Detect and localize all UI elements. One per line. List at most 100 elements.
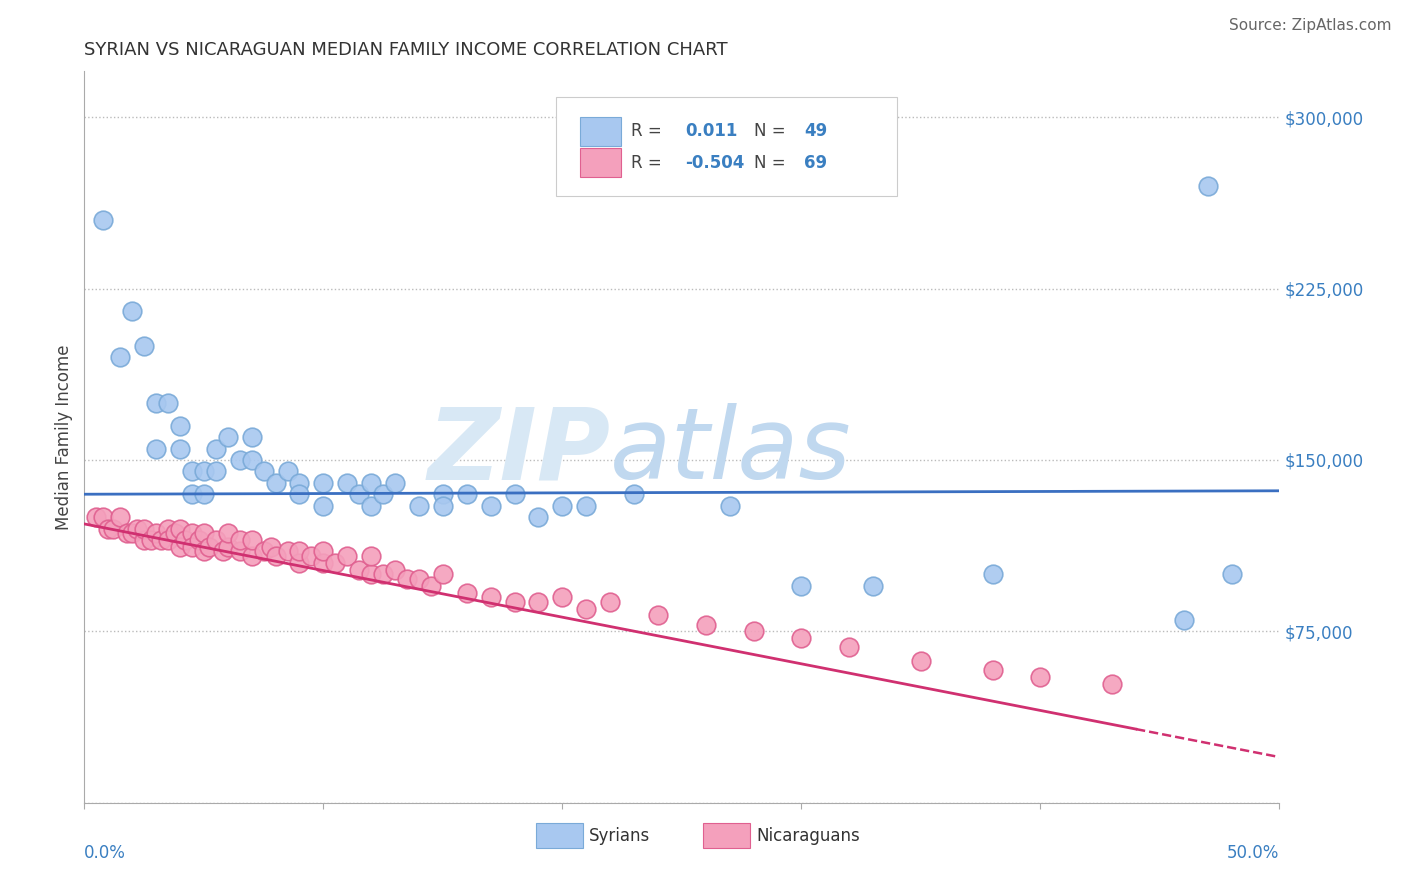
Point [132,533,156,547]
Point [229,453,252,467]
FancyBboxPatch shape [581,148,621,178]
Point [479,590,502,604]
Text: atlas: atlas [610,403,852,500]
Point [181,540,204,554]
Point [1220,567,1243,582]
Point [479,499,502,513]
Point [181,464,204,478]
Point [193,544,215,558]
Point [149,533,172,547]
Point [599,594,621,608]
Point [229,544,252,558]
Point [93,213,115,227]
Point [838,640,860,655]
Point [145,442,167,456]
Point [217,430,239,444]
Point [125,521,148,535]
Point [910,654,932,668]
Point [97,521,120,535]
Point [110,350,132,364]
Point [790,632,813,646]
Point [193,487,215,501]
FancyBboxPatch shape [581,117,621,146]
Point [110,510,132,524]
Point [288,475,311,490]
Point [301,549,323,563]
Point [264,549,287,563]
Point [205,464,228,478]
Point [181,487,204,501]
Point [420,579,443,593]
Point [408,499,430,513]
FancyBboxPatch shape [536,823,582,848]
Point [790,579,813,593]
Text: -0.504: -0.504 [686,153,745,172]
Text: R =: R = [630,153,661,172]
Point [551,590,574,604]
Point [253,464,276,478]
Point [229,533,252,547]
Point [1101,677,1123,691]
Text: 69: 69 [804,153,827,172]
Point [551,499,574,513]
Point [157,396,180,410]
Point [288,544,311,558]
Text: ZIP: ZIP [427,403,610,500]
Point [240,453,263,467]
Point [432,567,454,582]
Point [396,572,419,586]
Point [432,487,454,501]
Point [360,499,382,513]
Point [205,442,228,456]
Point [165,526,187,541]
Point [145,396,167,410]
Point [981,567,1004,582]
Point [193,464,215,478]
Point [93,510,115,524]
Text: Syrians: Syrians [589,827,650,845]
Point [169,442,191,456]
Point [173,533,195,547]
Point [718,499,741,513]
Point [384,563,406,577]
Text: N =: N = [754,122,785,140]
Text: Source: ZipAtlas.com: Source: ZipAtlas.com [1229,18,1392,33]
Point [360,475,382,490]
Point [86,510,108,524]
Point [981,663,1004,677]
Point [288,487,311,501]
Point [217,526,239,541]
Text: 0.011: 0.011 [686,122,738,140]
Point [132,338,156,352]
Point [1029,670,1052,684]
Text: 49: 49 [804,122,827,140]
Point [312,556,335,570]
Point [117,526,139,541]
Point [503,487,526,501]
Point [695,617,717,632]
Point [240,549,263,563]
Point [145,526,167,541]
Point [264,475,287,490]
Point [1173,613,1195,627]
Point [188,533,211,547]
Point [373,567,395,582]
Point [742,624,765,639]
Point [373,487,395,501]
Point [169,521,191,535]
Point [277,544,299,558]
Point [157,521,180,535]
Point [503,594,526,608]
Point [432,499,454,513]
Point [253,544,276,558]
Text: SYRIAN VS NICARAGUAN MEDIAN FAMILY INCOME CORRELATION CHART: SYRIAN VS NICARAGUAN MEDIAN FAMILY INCOM… [84,41,728,59]
Point [336,549,359,563]
FancyBboxPatch shape [703,823,749,848]
Point [277,464,299,478]
Point [312,499,335,513]
Point [408,572,430,586]
Point [360,549,382,563]
Point [157,533,180,547]
Point [141,533,163,547]
Point [360,567,382,582]
